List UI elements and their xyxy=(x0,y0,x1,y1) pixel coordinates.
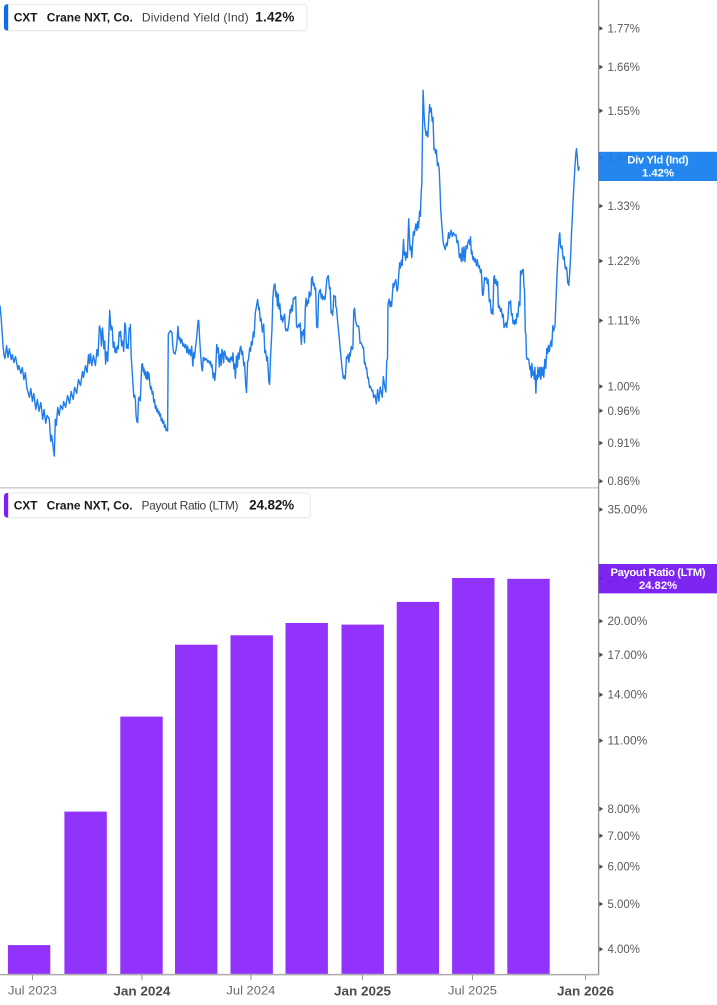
svg-text:Jul 2023: Jul 2023 xyxy=(8,983,57,997)
svg-text:1.42%: 1.42% xyxy=(642,168,674,180)
svg-text:1.33%: 1.33% xyxy=(608,199,640,213)
svg-text:Crane NXT, Co.: Crane NXT, Co. xyxy=(47,11,133,25)
svg-text:Jul 2024: Jul 2024 xyxy=(226,983,275,997)
svg-text:1.00%: 1.00% xyxy=(608,380,640,394)
svg-text:Crane NXT, Co.: Crane NXT, Co. xyxy=(47,499,133,513)
svg-text:14.00%: 14.00% xyxy=(608,688,648,702)
svg-text:8.00%: 8.00% xyxy=(608,802,640,816)
svg-text:Jul 2025: Jul 2025 xyxy=(448,983,497,997)
svg-text:0.96%: 0.96% xyxy=(608,404,640,418)
svg-text:0.91%: 0.91% xyxy=(608,436,640,450)
svg-text:CXT: CXT xyxy=(14,499,38,513)
svg-text:1.42%: 1.42% xyxy=(255,10,294,25)
svg-text:11.00%: 11.00% xyxy=(608,734,648,748)
svg-text:Jan 2026: Jan 2026 xyxy=(557,983,614,998)
svg-text:0.86%: 0.86% xyxy=(608,474,640,488)
svg-text:17.00%: 17.00% xyxy=(608,648,648,662)
svg-text:20.00%: 20.00% xyxy=(608,614,648,628)
svg-text:24.82%: 24.82% xyxy=(249,498,294,513)
svg-text:4.00%: 4.00% xyxy=(608,942,640,956)
svg-text:7.00%: 7.00% xyxy=(608,829,640,843)
svg-text:CXT: CXT xyxy=(14,11,38,25)
svg-text:1.22%: 1.22% xyxy=(608,254,640,268)
svg-text:Jan 2025: Jan 2025 xyxy=(334,983,392,998)
svg-text:6.00%: 6.00% xyxy=(608,860,640,874)
svg-text:Dividend Yield (Ind): Dividend Yield (Ind) xyxy=(142,11,249,25)
svg-text:Div Yld (Ind): Div Yld (Ind) xyxy=(627,155,689,167)
svg-text:5.00%: 5.00% xyxy=(608,897,640,911)
svg-text:Jan 2024: Jan 2024 xyxy=(113,983,171,998)
svg-text:35.00%: 35.00% xyxy=(608,503,648,517)
svg-text:1.11%: 1.11% xyxy=(608,314,640,328)
svg-text:Payout Ratio (LTM): Payout Ratio (LTM) xyxy=(142,499,239,513)
svg-text:Payout Ratio (LTM): Payout Ratio (LTM) xyxy=(611,567,706,579)
svg-text:1.77%: 1.77% xyxy=(608,21,640,35)
svg-text:1.55%: 1.55% xyxy=(608,104,640,118)
svg-text:24.82%: 24.82% xyxy=(639,580,677,592)
svg-text:1.66%: 1.66% xyxy=(608,60,640,74)
